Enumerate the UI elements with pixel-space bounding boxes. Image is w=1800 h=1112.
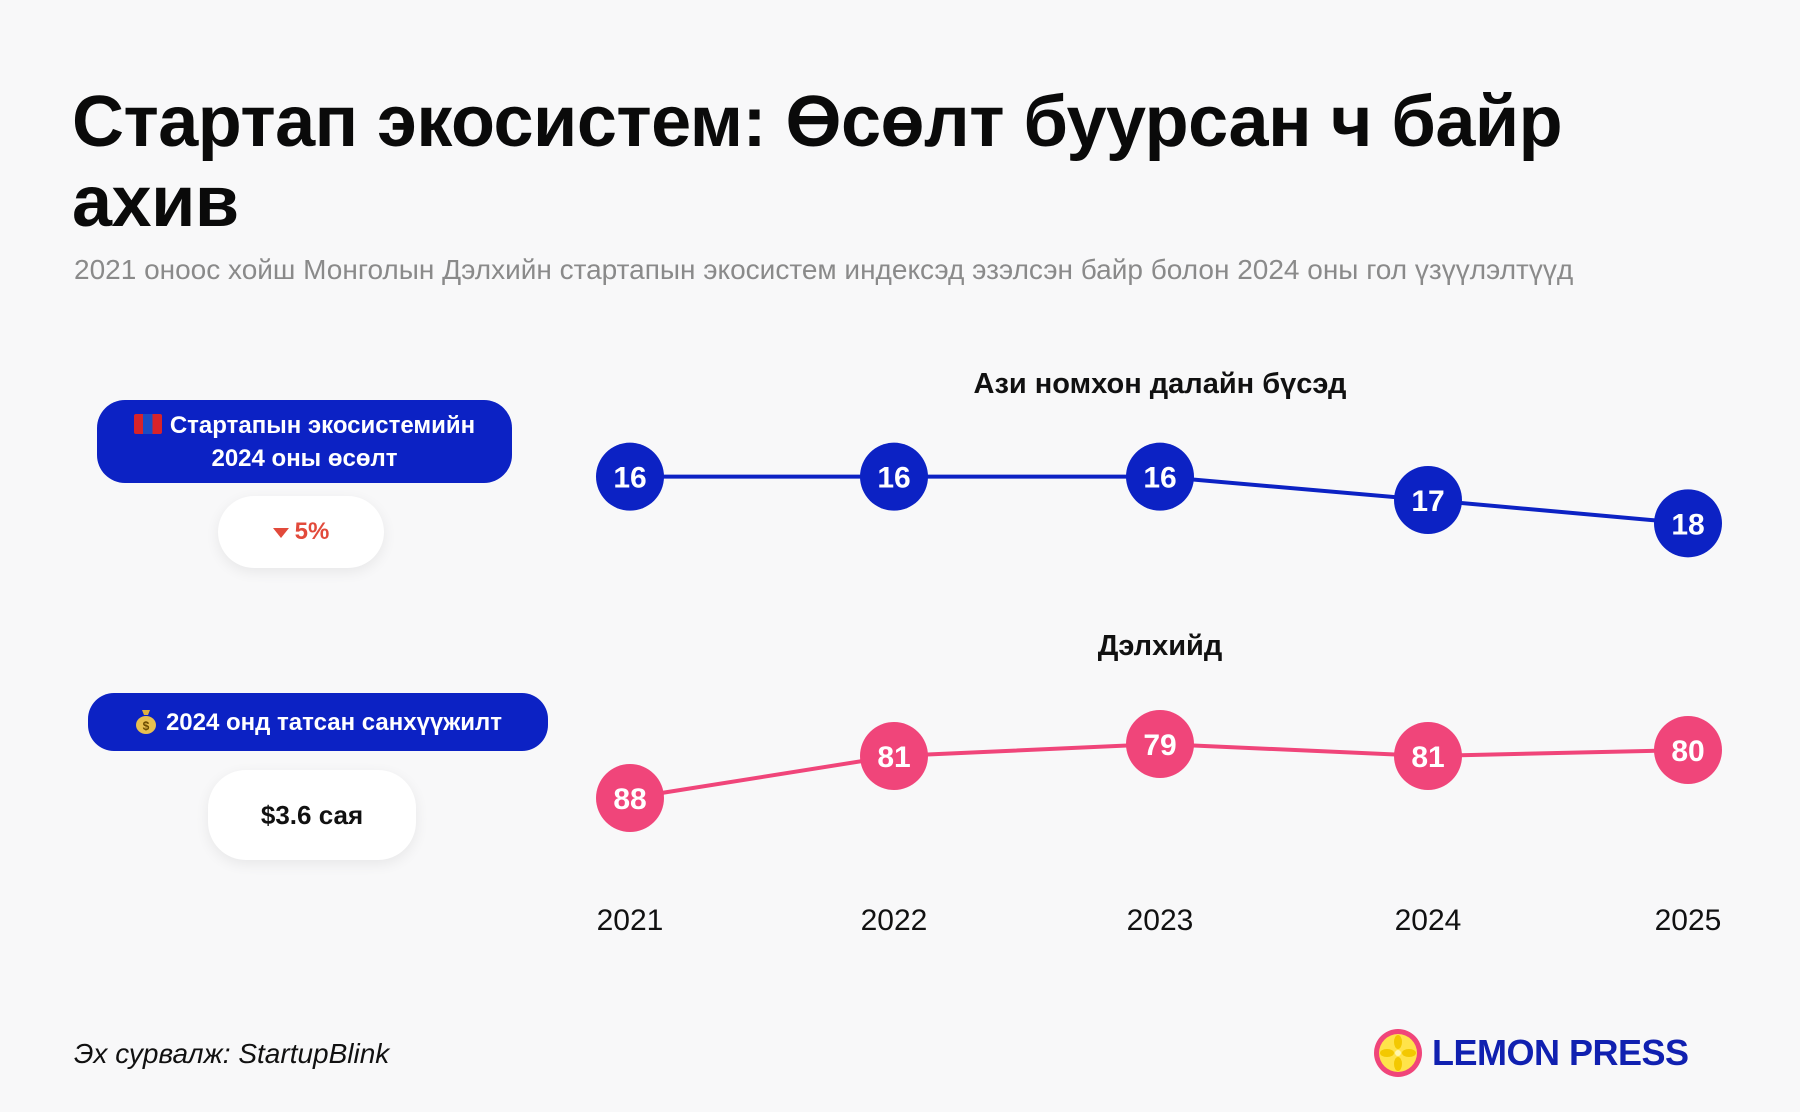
data-label: 88 xyxy=(613,783,646,816)
lemon-icon xyxy=(1374,1029,1422,1077)
series-label-world: Дэлхийд xyxy=(1097,630,1223,662)
data-point xyxy=(596,764,664,832)
growth-label-text: Стартапын экосистемийн 2024 оны өсөлт xyxy=(169,411,476,472)
data-point xyxy=(1394,466,1462,534)
data-point xyxy=(860,442,928,511)
money-bag-icon: $ xyxy=(135,710,156,735)
growth-value: 5% xyxy=(294,518,330,545)
source-note: Эх сурвалж: StartupBlink xyxy=(74,1038,390,1069)
data-point xyxy=(1126,442,1194,511)
data-label: 17 xyxy=(1411,485,1444,518)
data-label: 16 xyxy=(877,462,910,495)
data-label: 16 xyxy=(613,462,646,495)
brand-logo: LEMON PRESS xyxy=(1372,1024,1689,1082)
down-arrow-icon xyxy=(272,528,289,538)
x-tick-label: 2022 xyxy=(861,904,928,937)
x-tick-label: 2021 xyxy=(597,904,664,937)
data-label: 80 xyxy=(1671,735,1704,768)
growth-indicator-label: Стартапын экосистемийн 2024 оны өсөлт xyxy=(97,400,512,483)
data-point xyxy=(1126,710,1194,778)
funding-label-text: 2024 онд татсан санхүүжилт xyxy=(165,708,503,736)
x-tick-label: 2023 xyxy=(1127,904,1194,937)
funding-value: $3.6 сая xyxy=(260,799,364,830)
funding-value-card: $3.6 сая xyxy=(208,770,416,860)
x-tick-label: 2024 xyxy=(1395,904,1462,937)
data-point xyxy=(596,442,664,511)
data-label: 81 xyxy=(1411,741,1444,774)
page-subtitle: 2021 оноос хойш Монголын Дэлхийн стартап… xyxy=(74,254,1574,285)
series-label-asia-pacific: Ази номхон далайн бүсэд xyxy=(973,368,1347,400)
data-point xyxy=(1654,489,1722,558)
data-label: 81 xyxy=(877,741,910,774)
funding-indicator-label: $ 2024 онд татсан санхүүжилт xyxy=(88,693,548,751)
data-label: 16 xyxy=(1143,462,1176,495)
data-label: 18 xyxy=(1671,508,1704,541)
mongolia-flag-icon xyxy=(133,414,162,435)
growth-value-card: 5% xyxy=(218,496,384,568)
data-point xyxy=(1654,716,1722,784)
data-point xyxy=(860,722,928,790)
page-title: Стартап экосистем: Өсөлт буурсан ч байр … xyxy=(72,82,1563,242)
svg-text:$: $ xyxy=(143,719,150,733)
data-point xyxy=(1394,722,1462,790)
x-tick-label: 2025 xyxy=(1655,904,1722,937)
brand-name: LEMON PRESS xyxy=(1432,1032,1689,1073)
data-label: 79 xyxy=(1143,729,1176,762)
